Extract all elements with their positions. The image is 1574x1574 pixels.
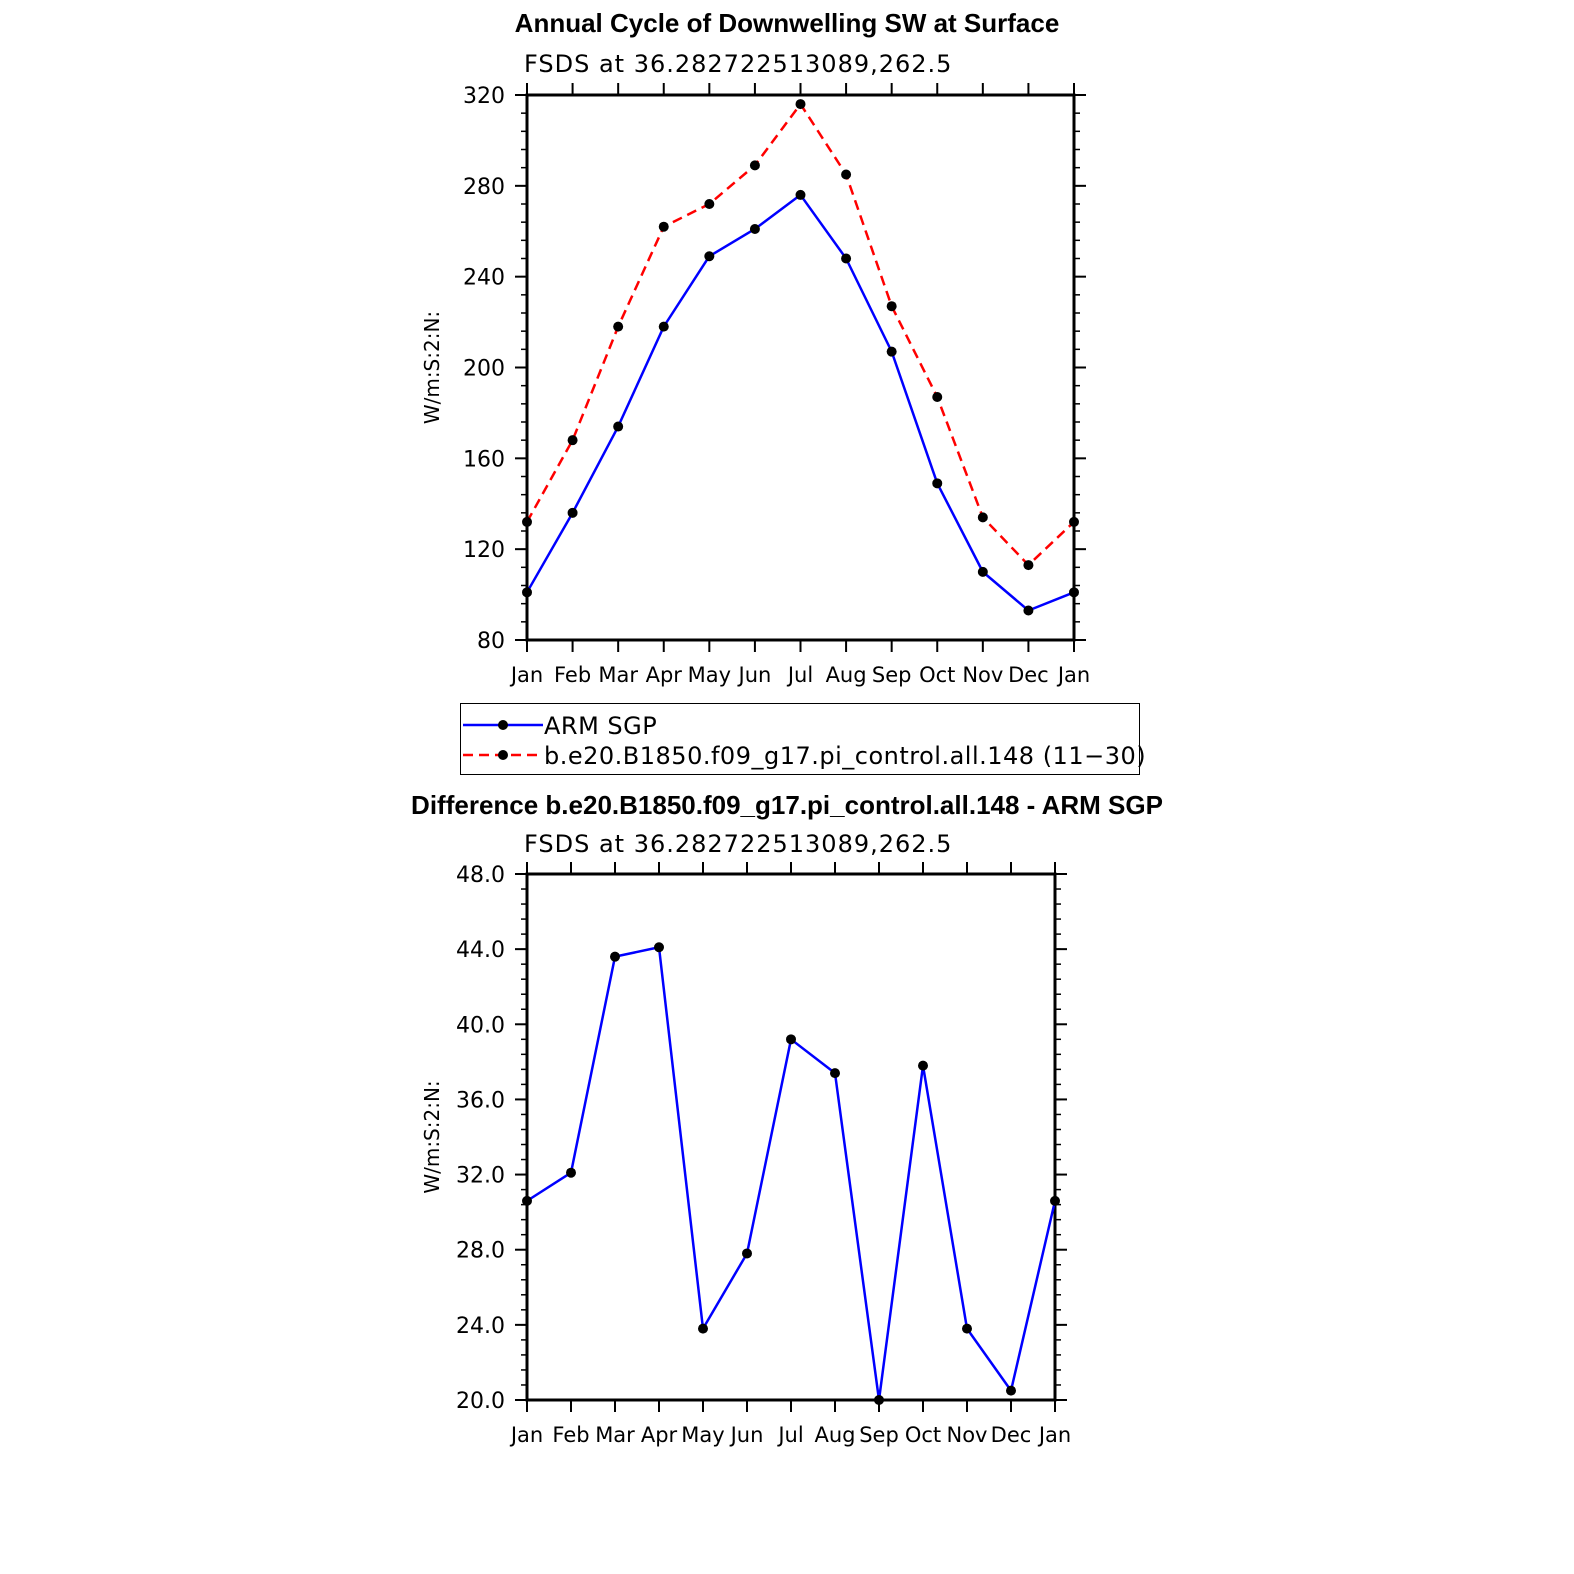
chart2-xtick-label: Aug <box>814 1423 855 1447</box>
chart2-xtick-label: Nov <box>947 1423 988 1447</box>
chart2-series-0-point <box>522 1195 532 1206</box>
chart2-ytick-label: 44.0 <box>456 938 505 963</box>
chart1-series-0-point <box>658 321 669 332</box>
chart2-ytick-label: 36.0 <box>456 1088 505 1113</box>
chart1-series-1-point <box>977 512 988 523</box>
chart1-plot: 80 120 160 200 240 280 320 Jan Feb Mar Apr May Jun Ju… <box>420 83 1090 687</box>
legend-swatch-model <box>463 750 543 760</box>
chart2-xtick-label: Oct <box>905 1423 941 1447</box>
chart2-series-0-point <box>962 1323 972 1334</box>
chart2-series-0-point <box>1006 1385 1016 1396</box>
chart2-series-0-point <box>830 1068 840 1079</box>
chart1-xtick-label: Feb <box>554 663 591 687</box>
chart1-series-1-point <box>886 301 897 312</box>
chart1-xtick-label: Sep <box>872 663 912 687</box>
chart1-series-1-point <box>932 392 943 403</box>
legend-label-model: b.e20.B1850.f09_g17.pi_control.all.148 (… <box>544 742 1147 770</box>
chart2-ytick-label: 32.0 <box>456 1164 505 1189</box>
chart1-series-1-point <box>567 435 578 446</box>
chart1-series-0-point <box>704 251 715 262</box>
chart1-ytick-label: 120 <box>463 538 505 563</box>
chart1-xtick-label: Nov <box>962 663 1003 687</box>
chart1-xtick-label: Apr <box>646 663 683 687</box>
chart2-xtick-label: Mar <box>595 1423 635 1447</box>
chart1-xtick-label: May <box>688 663 731 687</box>
chart1-series-1-point <box>522 516 532 527</box>
chart2-ytick-label: 48.0 <box>456 863 505 888</box>
chart2-series-0-point <box>742 1248 752 1259</box>
chart1-xtick-label: Oct <box>919 663 955 687</box>
chart1-ytick-label: 240 <box>463 266 505 291</box>
chart1-xtick-label: Jun <box>737 663 772 687</box>
chart1-ytick-label: 160 <box>463 447 505 472</box>
chart1-title: Annual Cycle of Downwelling SW at Surfac… <box>514 8 1060 38</box>
chart1-series-0-point <box>795 189 806 200</box>
chart1-ytick-label: 280 <box>463 175 505 200</box>
chart2-xtick-label: Dec <box>991 1423 1032 1447</box>
chart2-title: Difference b.e20.B1850.f09_g17.pi_contro… <box>411 790 1163 820</box>
chart2-ytick-label: 20.0 <box>456 1389 505 1414</box>
chart1-series-0-point <box>886 346 897 357</box>
chart1-xtick-label: Dec <box>1008 663 1049 687</box>
chart1-ytick-label: 80 <box>477 629 505 654</box>
chart2-plot-frame <box>525 872 1057 1402</box>
chart1-series-0-point <box>841 253 852 264</box>
chart1-subtitle: FSDS at 36.282722513089,262.5 <box>524 50 953 78</box>
chart2-xtick-label: Jan <box>1037 1423 1071 1447</box>
chart2-subtitle: FSDS at 36.282722513089,262.5 <box>524 830 953 858</box>
chart1-series-1-point <box>1069 516 1079 527</box>
chart1-series-0-point <box>977 566 988 577</box>
chart2-xtick-label: Jul <box>776 1423 803 1447</box>
chart2-series-0-point <box>786 1034 796 1045</box>
chart2-series-0-point <box>698 1323 708 1334</box>
chart1-ylabel: W/m:S:2:N: <box>420 311 444 424</box>
chart1-legend: ARM SGP b.e20.B1850.f09_g17.pi_control.a… <box>460 703 1146 775</box>
legend-item-arm-sgp: ARM SGP <box>461 710 1141 740</box>
legend-item-model: b.e20.B1850.f09_g17.pi_control.all.148 (… <box>461 740 1146 770</box>
chart2-series-0-point <box>566 1167 576 1178</box>
chart1-xtick-label: Mar <box>598 663 638 687</box>
chart1-xtick-label: Jul <box>786 663 813 687</box>
chart1-series-0-point <box>932 478 943 489</box>
chart1-xtick-label: Aug <box>826 663 867 687</box>
chart1-series-1-point <box>1023 560 1034 571</box>
chart2-xtick-label: Jan <box>509 1423 543 1447</box>
chart1-series-0-point <box>1069 587 1079 598</box>
chart1-ytick-label: 320 <box>463 84 505 109</box>
chart1-series-1-point <box>704 199 715 209</box>
chart1-series-1-point <box>613 321 624 332</box>
chart1-series-1-point <box>658 221 669 232</box>
legend-swatch-arm-sgp <box>463 720 543 730</box>
chart2-ytick-label: 24.0 <box>456 1314 505 1339</box>
chart1-series-0-point <box>613 421 624 432</box>
chart1-series-1-point <box>841 169 852 180</box>
chart1-series-0-point <box>749 223 760 234</box>
chart1-ytick-label: 200 <box>463 357 505 382</box>
chart2-series-0-point <box>874 1395 884 1405</box>
chart1-series-0-point <box>1023 605 1034 616</box>
chart2-series-0-point <box>654 942 664 953</box>
chart2-series-0-point <box>610 951 620 962</box>
chart2-xtick-label: Feb <box>552 1423 589 1447</box>
chart2-series-0-point <box>1050 1195 1060 1206</box>
chart2-series-0-point <box>918 1060 928 1071</box>
chart2-xtick-label: Sep <box>859 1423 899 1447</box>
legend-label-arm-sgp: ARM SGP <box>544 712 658 740</box>
chart2-xtick-label: May <box>681 1423 724 1447</box>
chart1-series-1-point <box>795 99 806 110</box>
chart2-xtick-label: Jun <box>729 1423 764 1447</box>
chart2-ytick-label: 28.0 <box>456 1239 505 1264</box>
chart2-series-0-line <box>526 946 1057 1402</box>
chart2-xtick-label: Apr <box>641 1423 678 1447</box>
chart1-series-0-point <box>522 587 532 598</box>
chart1-xtick-label: Jan <box>1056 663 1090 687</box>
chart2-ylabel: W/m:S:2:N: <box>420 1080 444 1193</box>
chart1-series-0-point <box>567 507 578 518</box>
chart1-series-1-point <box>749 160 760 171</box>
chart2-ytick-label: 40.0 <box>456 1013 505 1038</box>
chart1-xtick-label: Jan <box>509 663 543 687</box>
